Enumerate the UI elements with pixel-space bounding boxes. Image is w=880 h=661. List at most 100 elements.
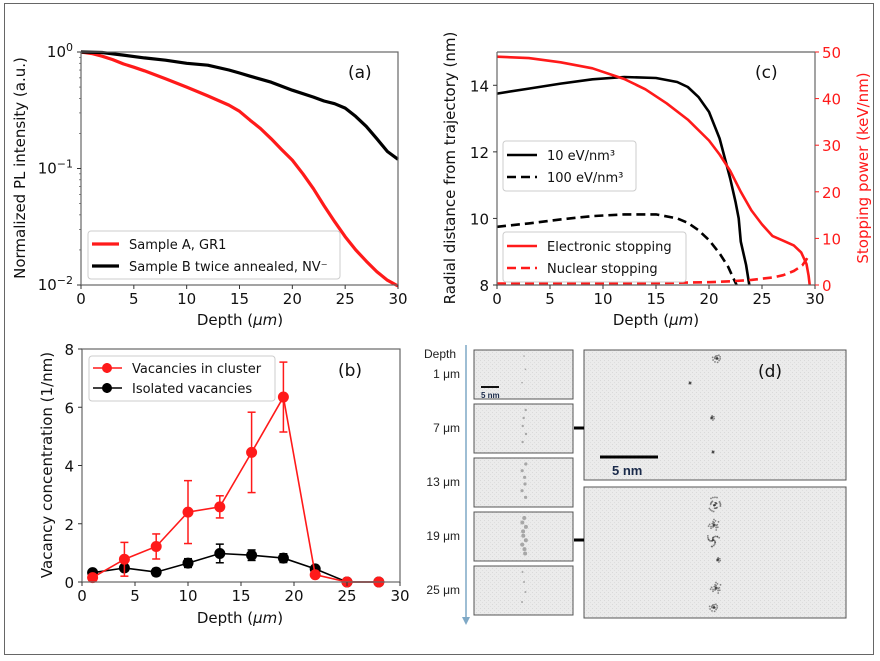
damage-point bbox=[717, 592, 720, 594]
damage-cluster bbox=[524, 408, 527, 412]
damage-point bbox=[713, 525, 716, 527]
damage-point bbox=[712, 359, 714, 361]
damage-cluster bbox=[521, 601, 524, 603]
damage-cluster bbox=[524, 462, 528, 466]
damage-point bbox=[717, 520, 720, 523]
damage-point bbox=[715, 502, 718, 505]
damage-point bbox=[710, 497, 712, 500]
panel-b-xtick-label: 25 bbox=[337, 587, 356, 605]
damage-point bbox=[716, 606, 719, 609]
damage-point bbox=[716, 582, 719, 585]
legend-entry: Isolated vacancies bbox=[132, 382, 252, 397]
panel-b: (b) Depth (μm) Vacancy concentration (1/… bbox=[38, 341, 410, 627]
damage-point bbox=[711, 500, 714, 503]
panel-a-xtick-label: 30 bbox=[388, 290, 407, 308]
legend-entry: Vacancies in cluster bbox=[132, 362, 262, 377]
legend-swatch-marker bbox=[102, 383, 112, 393]
data-point bbox=[246, 549, 258, 561]
panel-b-series-cluster bbox=[87, 361, 385, 588]
damage-point bbox=[716, 361, 719, 364]
data-point bbox=[118, 553, 130, 565]
damage-point bbox=[715, 608, 717, 611]
legend-entry: Nuclear stopping bbox=[547, 262, 658, 277]
depth-image-5 bbox=[473, 565, 574, 616]
damage-point bbox=[711, 496, 714, 499]
damage-point bbox=[712, 590, 714, 593]
depth-image-1 bbox=[473, 349, 574, 400]
panel-b-label: (b) bbox=[338, 361, 362, 381]
data-point bbox=[214, 501, 226, 513]
damage-point bbox=[714, 496, 716, 499]
panel-b-legend-box bbox=[88, 355, 276, 402]
damage-cluster bbox=[524, 591, 527, 593]
panel-b-ylabel: Vacancy concentration (1/nm) bbox=[38, 352, 56, 578]
damage-point bbox=[719, 357, 722, 360]
panel-b-ytick-label: 0 bbox=[64, 574, 74, 592]
damage-point bbox=[719, 583, 722, 586]
series-line bbox=[92, 394, 379, 583]
panel-c-ytick-label: 14 bbox=[470, 77, 489, 95]
panel-a-ytick-label: 10−1 bbox=[38, 158, 73, 178]
damage-cluster bbox=[521, 381, 523, 384]
damage-point bbox=[711, 450, 714, 452]
damage-point bbox=[717, 561, 720, 563]
panel-c-ylabel: Radial distance from trajectory (nm) bbox=[441, 32, 459, 305]
legend-entry: Sample A, GR1 bbox=[129, 238, 226, 253]
damage-point bbox=[712, 415, 715, 418]
data-point bbox=[150, 566, 162, 578]
depth-row-label: 13 μm bbox=[426, 475, 460, 489]
damage-point bbox=[707, 536, 709, 539]
damage-cluster bbox=[523, 355, 525, 357]
panel-c-series-nuclear bbox=[497, 254, 810, 285]
panel-a-series-sample-a bbox=[80, 50, 399, 288]
panel-c-legend-energy-box bbox=[502, 140, 637, 192]
damage-point bbox=[715, 588, 718, 590]
damage-point bbox=[710, 527, 712, 530]
damage-cluster bbox=[523, 538, 528, 543]
panel-c-series-100ev bbox=[496, 213, 738, 286]
damage-cluster bbox=[521, 424, 524, 428]
damage-cluster bbox=[523, 551, 528, 556]
damage-point bbox=[713, 518, 715, 521]
damage-point bbox=[708, 605, 711, 608]
damage-point bbox=[718, 589, 721, 592]
damage-point bbox=[712, 536, 714, 539]
damage-point bbox=[710, 606, 713, 609]
depth-row-label: 7 μm bbox=[433, 421, 460, 435]
damage-point bbox=[719, 559, 722, 562]
panel-c-y2tick-label: 40 bbox=[822, 91, 841, 109]
damage-point bbox=[710, 525, 712, 528]
damage-point bbox=[709, 508, 712, 511]
panel-a-legend-box bbox=[87, 230, 341, 280]
damage-point bbox=[714, 356, 716, 359]
panel-c-ytick-label: 12 bbox=[470, 144, 489, 162]
depth-title: Depth bbox=[424, 347, 456, 361]
damage-cluster bbox=[520, 469, 524, 473]
damage-point bbox=[711, 539, 714, 542]
panel-c-y2tick-label: 30 bbox=[822, 137, 841, 155]
panel-a-xlabel: Depth (μm) bbox=[197, 311, 283, 329]
damage-point bbox=[716, 535, 719, 538]
depth-row-label: 19 μm bbox=[426, 529, 460, 543]
damage-point bbox=[711, 509, 713, 512]
panel-a: (a) Depth (μm) Normalized PL intensity (… bbox=[11, 41, 408, 329]
panel-c-xtick-label: 0 bbox=[492, 290, 502, 308]
damage-point bbox=[713, 357, 716, 360]
data-point bbox=[150, 540, 162, 552]
damage-point bbox=[711, 610, 713, 612]
damage-point bbox=[715, 581, 717, 584]
damage-point bbox=[714, 583, 716, 586]
damage-point bbox=[714, 535, 717, 538]
panel-b-ytick-label: 8 bbox=[64, 341, 74, 359]
large-scalebar-label: 5 nm bbox=[612, 463, 642, 478]
data-point bbox=[277, 391, 289, 403]
data-point bbox=[87, 572, 99, 584]
damage-cluster bbox=[523, 482, 527, 486]
damage-point bbox=[711, 545, 714, 548]
damage-point bbox=[709, 608, 711, 610]
damage-point bbox=[718, 586, 721, 589]
panel-a-xtick-label: 15 bbox=[230, 290, 249, 308]
panel-a-xtick-label: 10 bbox=[177, 290, 196, 308]
damage-point bbox=[716, 604, 719, 607]
damage-point bbox=[713, 610, 716, 613]
